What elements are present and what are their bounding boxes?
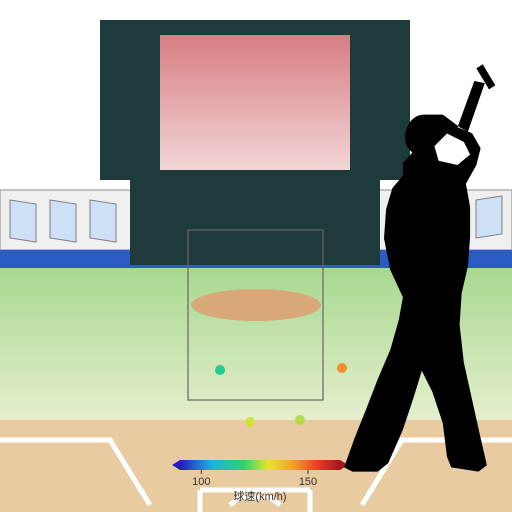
stadium-window	[50, 200, 76, 242]
pitchers-mound	[191, 289, 321, 321]
stadium-window	[10, 200, 36, 242]
scoreboard-screen	[160, 35, 350, 170]
legend-tick-label: 100	[192, 476, 210, 488]
legend-label: 球速(km/h)	[233, 489, 286, 503]
stadium-window	[476, 196, 502, 238]
stadium-window	[90, 200, 116, 242]
pitch-marker	[337, 363, 347, 373]
pitch-marker	[295, 415, 305, 425]
pitch-marker	[245, 417, 255, 427]
legend-tick-label: 150	[299, 476, 317, 488]
pitch-marker	[215, 365, 225, 375]
legend-bar	[180, 460, 340, 470]
scoreboard-base	[130, 175, 380, 265]
